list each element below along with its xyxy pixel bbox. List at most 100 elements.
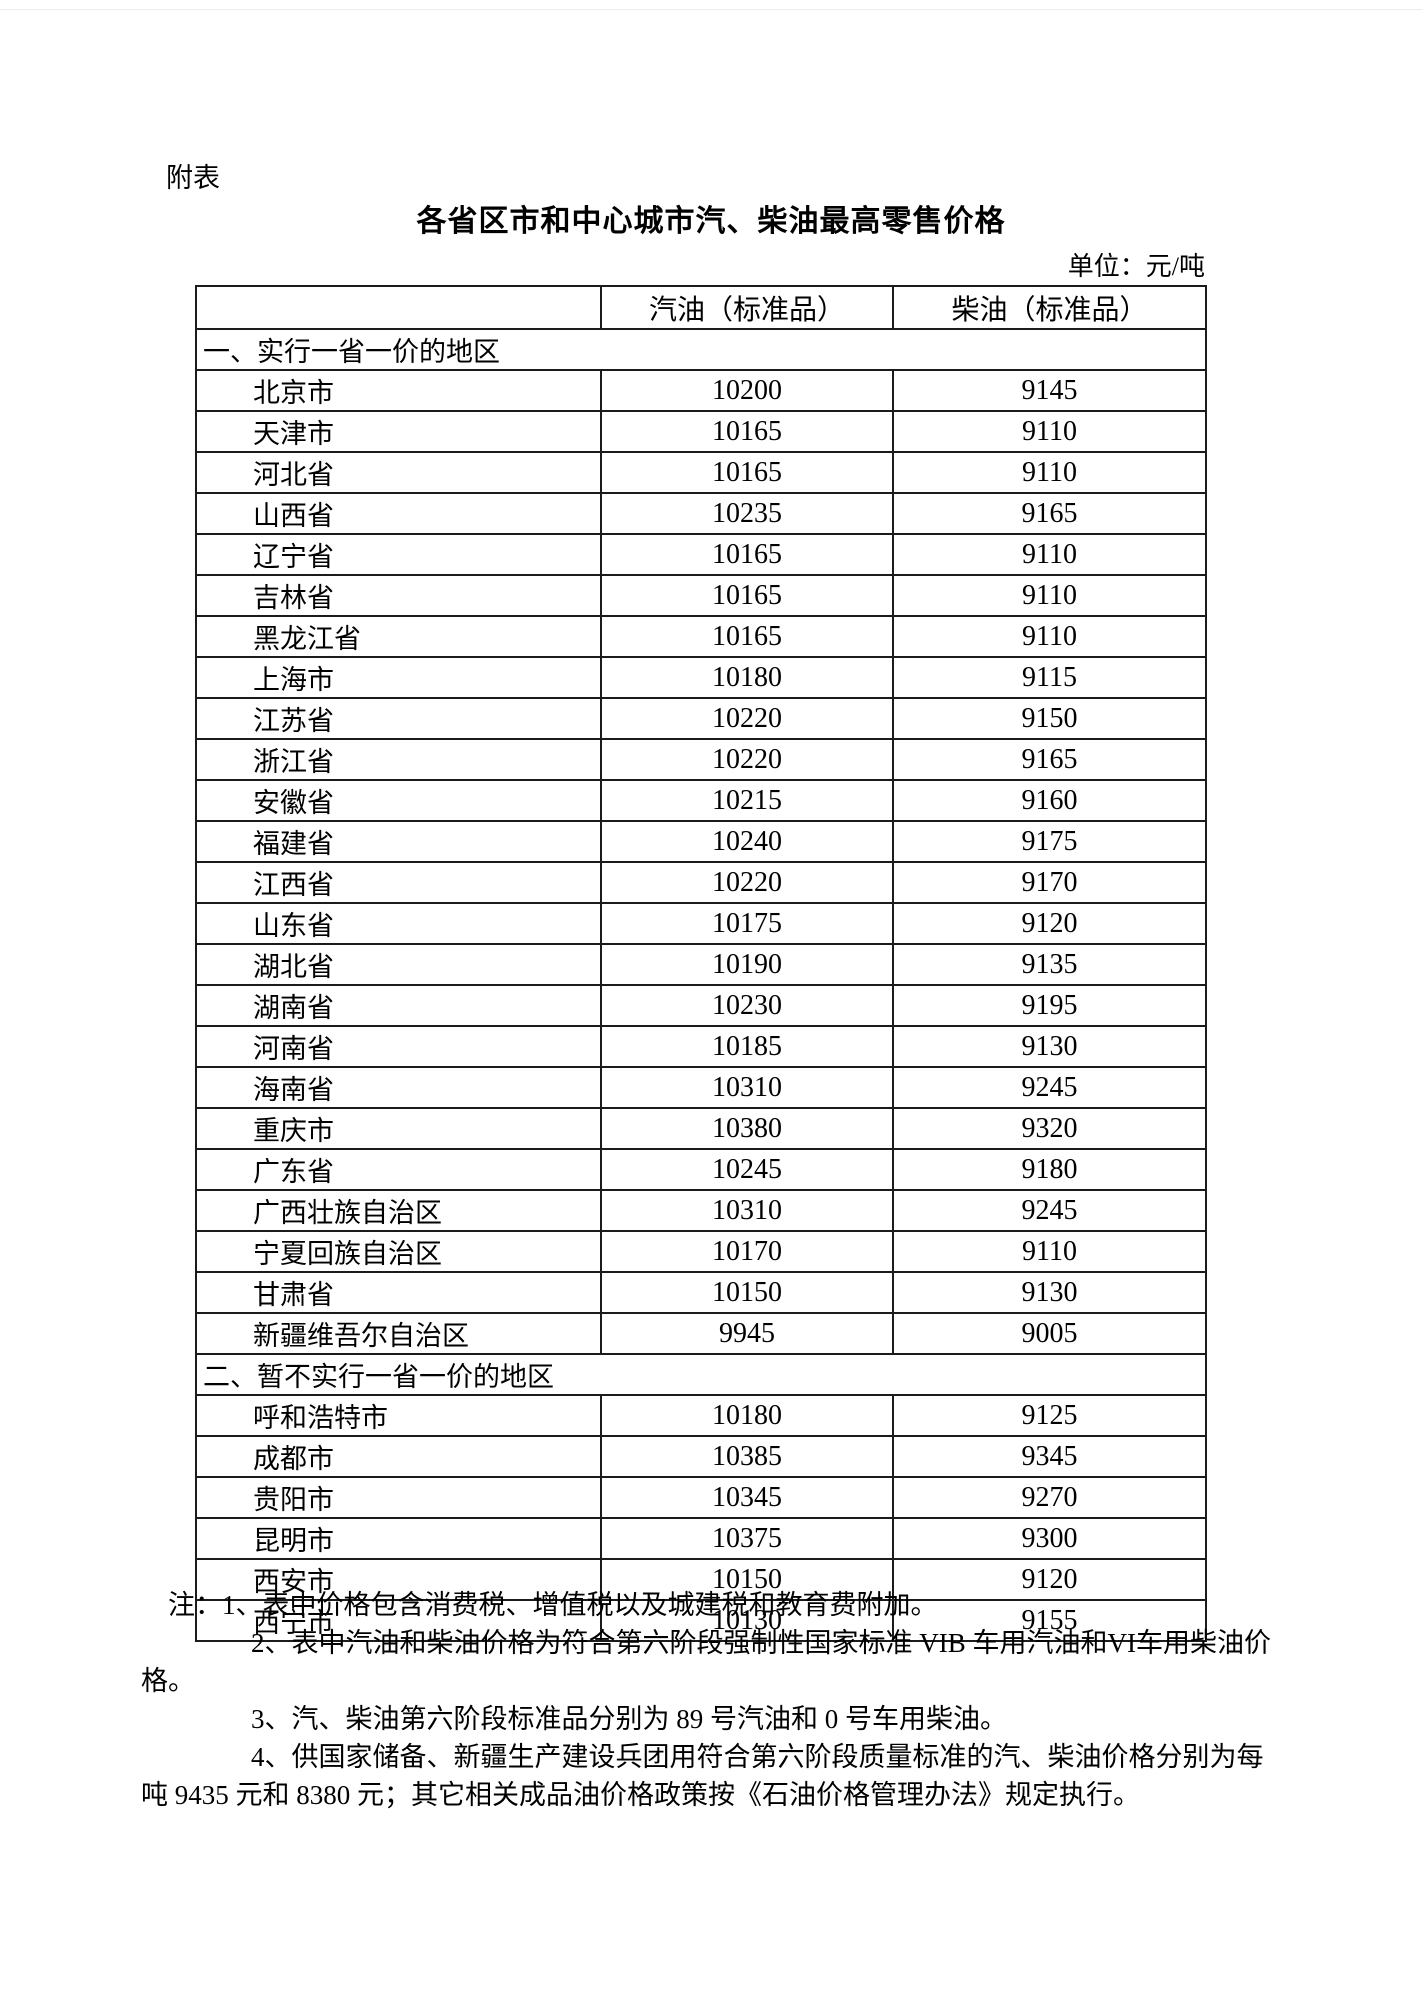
- region-name: 呼和浩特市: [195, 1394, 602, 1437]
- section-heading: 二、暂不实行一省一价的地区: [195, 1353, 1207, 1396]
- region-name: 江苏省: [195, 697, 602, 740]
- gasoline-price: 10150: [600, 1558, 894, 1601]
- gasoline-price: 10240: [600, 820, 894, 863]
- table-row: 新疆维吾尔自治区 9945 9005: [195, 1312, 1207, 1355]
- section-heading-row: 一、实行一省一价的地区: [195, 328, 1207, 371]
- diesel-price: 9130: [892, 1271, 1207, 1314]
- gasoline-price: 10235: [600, 492, 894, 535]
- diesel-price: 9160: [892, 779, 1207, 822]
- gasoline-price: 10165: [600, 615, 894, 658]
- note-line: 4、供国家储备、新疆生产建设兵团用符合第六阶段质量标准的汽、柴油价格分别为每: [251, 1742, 1264, 1772]
- gasoline-price: 10310: [600, 1066, 894, 1109]
- region-name: 广东省: [195, 1148, 602, 1191]
- region-name: 浙江省: [195, 738, 602, 781]
- annex-label: 附表: [166, 163, 220, 193]
- table-row: 西安市 10150 9120: [195, 1558, 1207, 1601]
- gasoline-price: 10345: [600, 1476, 894, 1519]
- table-row: 广西壮族自治区 10310 9245: [195, 1189, 1207, 1232]
- diesel-price: 9110: [892, 451, 1207, 494]
- diesel-price: 9115: [892, 656, 1207, 699]
- diesel-price: 9110: [892, 410, 1207, 453]
- gasoline-price: 10190: [600, 943, 894, 986]
- unit-label: 单位：元/吨: [1067, 252, 1205, 281]
- note-line: 格。: [141, 1666, 195, 1696]
- gasoline-price: 10150: [600, 1271, 894, 1314]
- gasoline-price: 10180: [600, 656, 894, 699]
- table-row: 昆明市 10375 9300: [195, 1517, 1207, 1560]
- diesel-column-header: 柴油（标准品）: [892, 285, 1207, 330]
- table-row: 河南省 10185 9130: [195, 1025, 1207, 1068]
- price-table: 汽油（标准品） 柴油（标准品） 一、实行一省一价的地区 北京市 10200 9145 天…: [195, 285, 1207, 1642]
- gasoline-price: 10170: [600, 1230, 894, 1273]
- region-name: 宁夏回族自治区: [195, 1230, 602, 1273]
- gasoline-price: 10385: [600, 1435, 894, 1478]
- diesel-price: 9320: [892, 1107, 1207, 1150]
- diesel-price: 9195: [892, 984, 1207, 1027]
- region-name: 昆明市: [195, 1517, 602, 1560]
- table-row: 辽宁省 10165 9110: [195, 533, 1207, 576]
- diesel-price: 9150: [892, 697, 1207, 740]
- diesel-price: 9110: [892, 533, 1207, 576]
- table-row: 西宁市 10130 9155: [195, 1599, 1207, 1642]
- table-row: 重庆市 10380 9320: [195, 1107, 1207, 1150]
- diesel-price: 9005: [892, 1312, 1207, 1355]
- diesel-price: 9120: [892, 902, 1207, 945]
- table-row: 山西省 10235 9165: [195, 492, 1207, 535]
- region-name: 西安市: [195, 1558, 602, 1601]
- gasoline-price: 10185: [600, 1025, 894, 1068]
- gasoline-price: 10375: [600, 1517, 894, 1560]
- table-row: 呼和浩特市 10180 9125: [195, 1394, 1207, 1437]
- page-top-divider: [0, 9, 1422, 10]
- gasoline-price: 10165: [600, 574, 894, 617]
- gasoline-price: 10165: [600, 533, 894, 576]
- region-name: 新疆维吾尔自治区: [195, 1312, 602, 1355]
- diesel-price: 9175: [892, 820, 1207, 863]
- region-column-header: [195, 285, 602, 330]
- region-name: 北京市: [195, 369, 602, 412]
- region-name: 河南省: [195, 1025, 602, 1068]
- gasoline-price: 9945: [600, 1312, 894, 1355]
- region-name: 贵阳市: [195, 1476, 602, 1519]
- table-row: 成都市 10385 9345: [195, 1435, 1207, 1478]
- diesel-price: 9145: [892, 369, 1207, 412]
- table-row: 湖南省 10230 9195: [195, 984, 1207, 1027]
- gasoline-price: 10380: [600, 1107, 894, 1150]
- note-line: 注：1、表中价格包含消费税、增值税以及城建税和教育费附加。: [168, 1590, 938, 1620]
- gasoline-price: 10230: [600, 984, 894, 1027]
- region-name: 江西省: [195, 861, 602, 904]
- diesel-price: 9110: [892, 1230, 1207, 1273]
- gasoline-column-header: 汽油（标准品）: [600, 285, 894, 330]
- gasoline-price: 10220: [600, 738, 894, 781]
- gasoline-price: 10180: [600, 1394, 894, 1437]
- gasoline-price: 10220: [600, 697, 894, 740]
- gasoline-price: 10220: [600, 861, 894, 904]
- diesel-price: 9110: [892, 615, 1207, 658]
- diesel-price: 9135: [892, 943, 1207, 986]
- table-row: 北京市 10200 9145: [195, 369, 1207, 412]
- region-name: 重庆市: [195, 1107, 602, 1150]
- page-title: 各省区市和中心城市汽、柴油最高零售价格: [416, 205, 1006, 238]
- table-row: 山东省 10175 9120: [195, 902, 1207, 945]
- diesel-price: 9155: [892, 1599, 1207, 1642]
- region-name: 辽宁省: [195, 533, 602, 576]
- table-row: 湖北省 10190 9135: [195, 943, 1207, 986]
- region-name: 河北省: [195, 451, 602, 494]
- gasoline-price: 10130: [600, 1599, 894, 1642]
- table-row: 江苏省 10220 9150: [195, 697, 1207, 740]
- region-name: 天津市: [195, 410, 602, 453]
- gasoline-price: 10165: [600, 451, 894, 494]
- section-heading: 一、实行一省一价的地区: [195, 328, 1207, 371]
- table-row: 贵阳市 10345 9270: [195, 1476, 1207, 1519]
- note-line: 吨 9435 元和 8380 元；其它相关成品油价格政策按《石油价格管理办法》规…: [141, 1780, 1140, 1810]
- header-row: 汽油（标准品） 柴油（标准品）: [195, 285, 1207, 330]
- diesel-price: 9130: [892, 1025, 1207, 1068]
- region-name: 甘肃省: [195, 1271, 602, 1314]
- diesel-price: 9165: [892, 738, 1207, 781]
- region-name: 福建省: [195, 820, 602, 863]
- note-line: 3、汽、柴油第六阶段标准品分别为 89 号汽油和 0 号车用柴油。: [251, 1704, 1007, 1734]
- table-row: 吉林省 10165 9110: [195, 574, 1207, 617]
- diesel-price: 9245: [892, 1066, 1207, 1109]
- table-row: 河北省 10165 9110: [195, 451, 1207, 494]
- gasoline-price: 10310: [600, 1189, 894, 1232]
- region-name: 上海市: [195, 656, 602, 699]
